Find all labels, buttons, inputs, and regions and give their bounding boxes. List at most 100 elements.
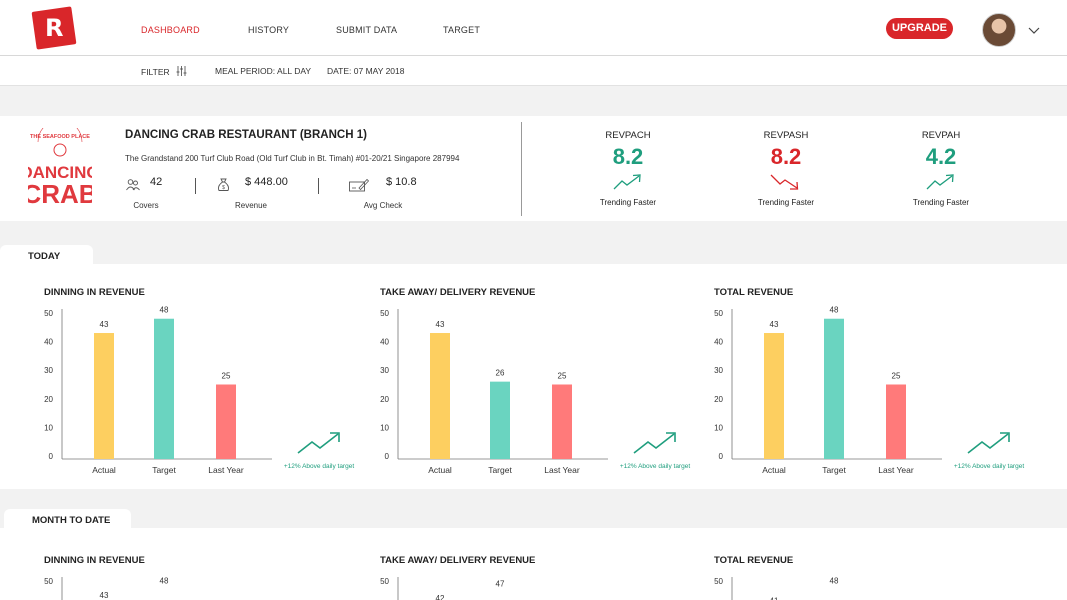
bar-last-year: [552, 384, 572, 459]
y-tick-label: 50: [714, 309, 723, 318]
y-tick-label: 0: [385, 452, 390, 461]
nav-submit-data[interactable]: SUBMIT DATA: [336, 25, 398, 35]
brand-line-2: CRAB: [28, 179, 92, 208]
y-tick-label: 50: [380, 309, 389, 318]
data-label: 43: [100, 591, 109, 600]
x-tick-label: Target: [152, 465, 176, 475]
revenue-label: Revenue: [234, 201, 268, 210]
filter-button[interactable]: FILTER: [141, 66, 187, 77]
y-tick-label: 30: [380, 366, 389, 375]
data-label: 48: [160, 577, 169, 586]
filter-bar: FILTER MEAL PERIOD: ALL DAY DATE: 07 MAY…: [0, 56, 1067, 86]
svg-text:$: $: [222, 185, 225, 191]
x-tick-label: Actual: [428, 465, 452, 475]
y-tick-label: 20: [714, 395, 723, 404]
data-label: 42: [436, 594, 445, 600]
nav-target[interactable]: TARGET: [443, 25, 481, 35]
stat-divider: [195, 178, 196, 194]
chart-title: DINNING IN REVENUE: [44, 555, 145, 566]
logo-letter: R: [44, 14, 64, 43]
bar-target: [824, 318, 844, 459]
chart-svg: 0 10 20 30 40 50 43 48 25 Actual Target Last Year +1…: [714, 306, 1024, 475]
bar-chart: DINNING IN REVENUE 50 43 48: [44, 555, 364, 600]
y-tick-label: 50: [44, 309, 53, 318]
chart-svg: 50 42 47: [380, 577, 505, 600]
kpi-revpash-sub: Trending Faster: [757, 198, 815, 207]
bar-target: [490, 381, 510, 459]
check-icon: [349, 178, 369, 192]
trend-up-icon: [297, 432, 340, 454]
trend-up-icon: [633, 432, 676, 454]
people-icon: [126, 179, 140, 191]
y-tick-label: 0: [719, 452, 724, 461]
date-select[interactable]: DATE: 07 MAY 2018: [327, 66, 405, 76]
chart-title: TOTAL REVENUE: [714, 287, 794, 298]
app-logo[interactable]: R: [31, 6, 77, 50]
data-label: 43: [436, 320, 445, 329]
bar-chart: TAKE AWAY/ DELIVERY REVENUE 50 42 47: [380, 555, 700, 600]
x-tick-label: Target: [488, 465, 512, 475]
bar-last-year: [216, 384, 236, 459]
x-tick-label: Last Year: [208, 465, 244, 475]
x-tick-label: Last Year: [878, 465, 914, 475]
y-tick-label: 0: [49, 452, 54, 461]
y-tick-label: 10: [44, 423, 53, 432]
chart-title: DINNING IN REVENUE: [44, 287, 145, 298]
y-tick-label: 10: [380, 423, 389, 432]
nav-history[interactable]: HISTORY: [248, 25, 290, 35]
restaurant-address: The Grandstand 200 Turf Club Road (Old T…: [125, 154, 460, 163]
meal-period-select[interactable]: MEAL PERIOD: ALL DAY: [215, 66, 312, 76]
y-tick-label: 40: [380, 338, 389, 347]
nav-dashboard[interactable]: DASHBOARD: [141, 25, 200, 35]
x-tick-label: Last Year: [544, 465, 580, 475]
stat-divider: [318, 178, 319, 194]
covers-label: Covers: [133, 201, 159, 210]
avatar[interactable]: [982, 13, 1016, 47]
chart-svg: 0 10 20 30 40 50 43 48 25 Actual Target Last Year +1…: [44, 306, 354, 475]
data-label: 43: [770, 320, 779, 329]
chart-title: TAKE AWAY/ DELIVERY REVENUE: [380, 555, 536, 566]
mtd-panel: [0, 528, 1067, 600]
bar-actual: [94, 333, 114, 459]
bar-last-year: [886, 384, 906, 459]
brand-line-1: DANCING: [28, 163, 92, 182]
y-tick-label: 50: [380, 577, 389, 586]
filter-label: FILTER: [141, 67, 170, 77]
data-label: 48: [830, 577, 839, 586]
bar-chart: TOTAL REVENUE 50 41 48: [714, 555, 1034, 600]
chart-title: TOTAL REVENUE: [714, 555, 794, 566]
y-tick-label: 40: [714, 338, 723, 347]
top-nav: R DASHBOARD HISTORY SUBMIT DATA TARGET U…: [0, 0, 1067, 56]
restaurant-card: THE SEAFOOD PLACE DANCING CRAB DANCING C…: [0, 116, 1067, 221]
kpi-revpach-sub: Trending Faster: [599, 198, 657, 207]
data-label: 47: [496, 580, 505, 589]
chart-svg: 50 43 48: [44, 577, 169, 600]
x-tick-label: Actual: [92, 465, 116, 475]
kpi-revpah-value: 4.2: [925, 144, 957, 169]
y-tick-label: 20: [44, 395, 53, 404]
trend-down-icon: [770, 174, 799, 190]
target-note: +12% Above daily target: [620, 463, 690, 470]
kpi-revpach-label: REVPACH: [605, 130, 651, 141]
restaurant-name: DANCING CRAB RESTAURANT (BRANCH 1): [125, 129, 367, 141]
covers-value: 42: [150, 176, 163, 188]
data-label: 48: [830, 306, 839, 315]
target-note: +12% Above daily target: [954, 463, 1024, 470]
target-note: +12% Above daily target: [284, 463, 354, 470]
kpi-revpash-value: 8.2: [770, 144, 802, 169]
upgrade-button[interactable]: UPGRADE: [886, 18, 953, 39]
restaurant-logo: THE SEAFOOD PLACE DANCING CRAB: [20, 119, 100, 209]
x-tick-label: Actual: [762, 465, 786, 475]
data-label: 25: [892, 372, 901, 381]
x-tick-label: Target: [822, 465, 846, 475]
y-tick-label: 20: [380, 395, 389, 404]
chart-svg: 50 41 48: [714, 577, 839, 600]
data-label: 26: [496, 369, 505, 378]
kpi-revpash-label: REVPASH: [763, 130, 809, 141]
trend-up-icon: [967, 432, 1010, 454]
revenue-value: $ 448.00: [245, 176, 288, 188]
kpi-revpah-sub: Trending Faster: [912, 198, 970, 207]
brand-top: THE SEAFOOD PLACE: [30, 134, 90, 140]
chevron-down-icon[interactable]: [1028, 24, 1040, 36]
bar-chart: TOTAL REVENUE 0 10 20 30 40 50 43 48 25 Actual Targ…: [714, 287, 1034, 482]
